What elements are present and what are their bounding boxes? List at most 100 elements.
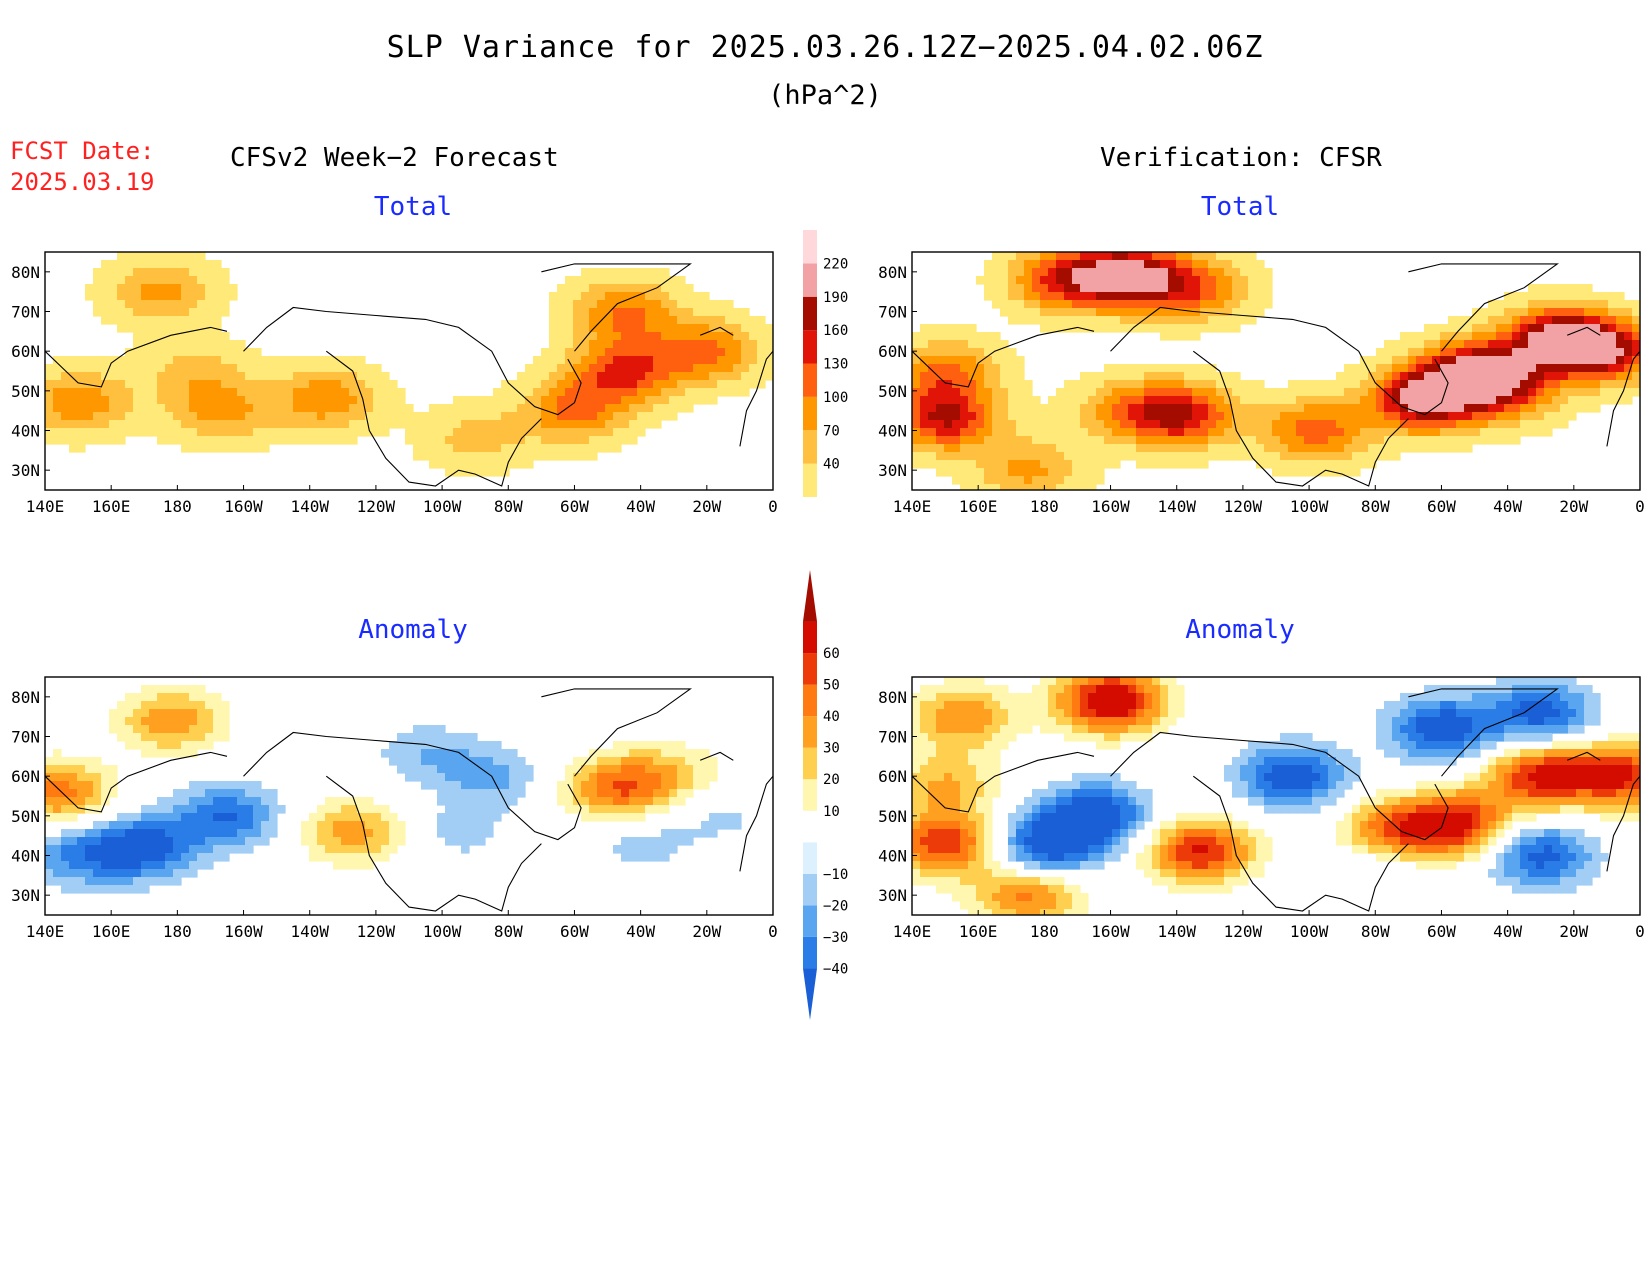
lon-tick-label: 160E (959, 497, 998, 516)
lon-tick-label: 0 (1635, 497, 1645, 516)
lon-tick-label: 140E (893, 922, 932, 941)
colorbar-label: 220 (823, 256, 848, 272)
main-title: SLP Variance for 2025.03.26.12Z−2025.04.… (386, 30, 1264, 65)
lat-tick-label: 60N (11, 767, 40, 786)
coastlines (912, 688, 1640, 912)
lon-tick-label: 40W (626, 497, 655, 516)
lon-tick-label: 80W (1361, 922, 1390, 941)
lon-tick-label: 120W (357, 497, 396, 516)
lat-tick-label: 40N (11, 422, 40, 441)
colorbar-label: −30 (823, 930, 848, 946)
lat-tick-label: 40N (11, 847, 40, 866)
verification-total-map: 140E 160E 180 160W 140W 120W 100W 80W 60W 40W 20W 0… (878, 251, 1645, 516)
lat-tick-label: 70N (11, 728, 40, 747)
lat-tick-label: 70N (878, 303, 907, 322)
verification-anomaly-map: 140E 160E 180 160W 140W 120W 100W 80W 60W 40W 20W 0… (878, 676, 1645, 941)
colorbar-label: 40 (823, 457, 840, 473)
field-shading (912, 677, 1640, 915)
lat-tick-label: 80N (878, 263, 907, 282)
lat-tick-label: 50N (11, 382, 40, 401)
panel-subtitle-verification-total: Total (1200, 192, 1280, 222)
lon-tick-label: 160W (1091, 497, 1130, 516)
lon-tick-label: 0 (768, 922, 778, 941)
lon-tick-label: 80W (494, 922, 523, 941)
lat-tick-label: 40N (878, 422, 907, 441)
lon-tick-label: 140E (26, 922, 65, 941)
colorbar-label: −10 (823, 867, 848, 883)
lat-tick-label: 50N (878, 382, 907, 401)
lat-tick-label: 30N (878, 461, 907, 480)
lat-tick-label: 40N (878, 847, 907, 866)
lon-tick-label: 60W (560, 497, 589, 516)
colorbar-label: 30 (823, 741, 840, 757)
lon-tick-label: 180 (1030, 497, 1059, 516)
lon-tick-label: 120W (357, 922, 396, 941)
colorbar-label: 60 (823, 646, 840, 662)
colorbar-label: 10 (823, 804, 840, 820)
lon-tick-label: 160W (1091, 922, 1130, 941)
total-colorbar: 40 70 100 130 160 190 220 (803, 230, 848, 497)
lon-tick-label: 120W (1224, 922, 1263, 941)
lon-tick-label: 0 (768, 497, 778, 516)
lon-tick-label: 160W (224, 922, 263, 941)
panel-subtitle-forecast-total: Total (373, 192, 453, 222)
lon-tick-label: 180 (163, 497, 192, 516)
colorbar-label: −20 (823, 898, 848, 914)
lon-tick-label: 140W (290, 922, 329, 941)
colorbar-label: 70 (823, 423, 840, 439)
lon-tick-label: 100W (423, 922, 462, 941)
lon-tick-label: 180 (163, 922, 192, 941)
lat-tick-label: 60N (878, 342, 907, 361)
lon-tick-label: 100W (1290, 922, 1329, 941)
map-frame (44, 251, 774, 491)
field-shading (45, 252, 773, 477)
colorbar-label: 40 (823, 709, 840, 725)
lat-tick-label: 60N (878, 767, 907, 786)
lon-tick-label: 20W (692, 497, 721, 516)
lon-tick-label: 60W (560, 922, 589, 941)
forecast-date-value: 2025.03.19 (10, 168, 155, 196)
map-frame (44, 676, 774, 916)
lon-tick-label: 140E (893, 497, 932, 516)
coastlines (45, 688, 773, 912)
lon-tick-label: 160E (959, 922, 998, 941)
colorbar-label: 50 (823, 678, 840, 694)
lon-tick-label: 20W (1559, 922, 1588, 941)
colorbar-label: −40 (823, 961, 848, 977)
lon-tick-label: 20W (1559, 497, 1588, 516)
lon-tick-label: 180 (1030, 922, 1059, 941)
lon-tick-label: 160E (92, 497, 131, 516)
coastlines (45, 263, 773, 487)
lon-tick-label: 60W (1427, 497, 1456, 516)
lon-tick-label: 40W (626, 922, 655, 941)
lon-tick-label: 100W (1290, 497, 1329, 516)
lon-tick-label: 140W (1157, 922, 1196, 941)
lon-tick-label: 160E (92, 922, 131, 941)
map-frame (911, 251, 1641, 491)
lat-tick-label: 60N (11, 342, 40, 361)
anomaly-colorbar: −40 −30 −20 −10 10 20 30 40 50 60 (803, 570, 848, 1020)
forecast-column-title: CFSv2 Week−2 Forecast (230, 143, 559, 173)
colorbar-label: 20 (823, 772, 840, 788)
forecast-total-map: 140E 160E 180 160W 140W 120W 100W 80W 60W 40W 20W 0… (11, 251, 778, 516)
field-shading (45, 685, 742, 894)
lat-tick-label: 80N (878, 688, 907, 707)
colorbar-label: 160 (823, 323, 848, 339)
lon-tick-label: 100W (423, 497, 462, 516)
lon-tick-label: 140W (1157, 497, 1196, 516)
lon-tick-label: 0 (1635, 922, 1645, 941)
coastlines (912, 263, 1640, 487)
colorbar-label: 190 (823, 290, 848, 306)
lat-tick-label: 70N (878, 728, 907, 747)
lat-tick-label: 30N (11, 886, 40, 905)
lon-tick-label: 120W (1224, 497, 1263, 516)
lat-tick-label: 30N (878, 886, 907, 905)
lat-tick-label: 80N (11, 263, 40, 282)
lon-tick-label: 60W (1427, 922, 1456, 941)
lon-tick-label: 40W (1493, 497, 1522, 516)
colorbar-label: 100 (823, 390, 848, 406)
colorbar-label: 130 (823, 357, 848, 373)
lat-tick-label: 70N (11, 303, 40, 322)
map-frame (911, 676, 1641, 916)
